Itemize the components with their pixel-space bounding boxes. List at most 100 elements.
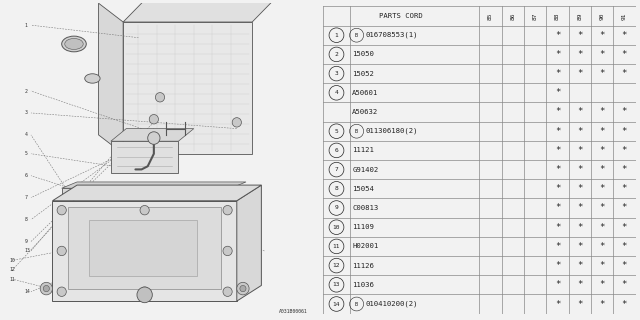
Text: 7: 7 <box>25 195 28 200</box>
Text: *: * <box>621 223 627 232</box>
Text: 15050: 15050 <box>352 52 374 57</box>
Text: A031B00061: A031B00061 <box>278 309 307 314</box>
Circle shape <box>140 287 149 296</box>
Text: 6: 6 <box>335 148 339 153</box>
Text: *: * <box>577 165 582 174</box>
Text: 9: 9 <box>25 239 28 244</box>
Text: *: * <box>600 184 605 193</box>
Text: *: * <box>555 261 560 270</box>
Text: *: * <box>621 165 627 174</box>
Text: *: * <box>600 223 605 232</box>
Text: *: * <box>621 242 627 251</box>
Text: *: * <box>555 204 560 212</box>
Text: 11036: 11036 <box>352 282 374 288</box>
Text: *: * <box>555 223 560 232</box>
Text: 10: 10 <box>333 225 340 230</box>
Text: 11109: 11109 <box>352 224 374 230</box>
Text: 11126: 11126 <box>352 263 374 268</box>
Text: 5: 5 <box>25 151 28 156</box>
Text: 11121: 11121 <box>352 148 374 153</box>
Text: *: * <box>577 242 582 251</box>
Text: 3: 3 <box>25 110 28 116</box>
Text: *: * <box>600 108 605 116</box>
Text: *: * <box>555 88 560 97</box>
Text: *: * <box>621 184 627 193</box>
Text: *: * <box>621 146 627 155</box>
Bar <box>68 207 221 289</box>
Text: A50632: A50632 <box>352 109 378 115</box>
Text: *: * <box>555 31 560 40</box>
Text: *: * <box>577 50 582 59</box>
Text: *: * <box>600 165 605 174</box>
Polygon shape <box>52 185 261 201</box>
Text: *: * <box>621 50 627 59</box>
Text: *: * <box>621 261 627 270</box>
Text: A50601: A50601 <box>352 90 378 96</box>
Text: 15052: 15052 <box>352 71 374 76</box>
Circle shape <box>223 287 232 296</box>
Text: 11: 11 <box>333 244 340 249</box>
Text: *: * <box>577 184 582 193</box>
Text: 10: 10 <box>10 258 15 263</box>
Text: 1: 1 <box>25 23 28 28</box>
Text: 91: 91 <box>622 12 627 20</box>
Circle shape <box>149 115 159 124</box>
Bar <box>123 22 252 154</box>
Text: 9: 9 <box>335 205 339 211</box>
Text: *: * <box>600 242 605 251</box>
Text: B: B <box>355 129 358 134</box>
Text: 8: 8 <box>335 186 339 191</box>
Text: 016708553(1): 016708553(1) <box>365 32 418 38</box>
Text: 13: 13 <box>333 282 340 287</box>
Text: H02001: H02001 <box>352 244 378 249</box>
Text: *: * <box>577 261 582 270</box>
Polygon shape <box>99 3 123 154</box>
Text: 87: 87 <box>532 12 538 20</box>
Bar <box>90 220 197 276</box>
Circle shape <box>57 246 67 256</box>
Text: *: * <box>621 300 627 308</box>
Text: B: B <box>355 301 358 307</box>
Text: *: * <box>555 300 560 308</box>
Text: *: * <box>555 184 560 193</box>
Text: *: * <box>577 223 582 232</box>
Text: *: * <box>621 108 627 116</box>
Text: *: * <box>600 204 605 212</box>
Polygon shape <box>123 0 276 22</box>
Circle shape <box>148 132 160 144</box>
Text: *: * <box>555 146 560 155</box>
Text: *: * <box>577 108 582 116</box>
Text: 4: 4 <box>25 132 28 137</box>
Bar <box>61 188 230 198</box>
Text: *: * <box>621 31 627 40</box>
Polygon shape <box>61 182 246 188</box>
Circle shape <box>57 287 67 296</box>
Circle shape <box>44 285 49 292</box>
Text: 90: 90 <box>600 12 605 20</box>
Circle shape <box>137 287 152 303</box>
Text: *: * <box>621 280 627 289</box>
Polygon shape <box>111 129 194 141</box>
Text: *: * <box>577 31 582 40</box>
Text: *: * <box>555 108 560 116</box>
Text: *: * <box>600 31 605 40</box>
Text: 89: 89 <box>577 12 582 20</box>
Text: 8: 8 <box>25 217 28 222</box>
Text: *: * <box>577 280 582 289</box>
Text: *: * <box>621 69 627 78</box>
Circle shape <box>237 282 249 295</box>
Circle shape <box>232 118 241 127</box>
Text: 88: 88 <box>555 12 560 20</box>
Bar <box>111 141 179 172</box>
Circle shape <box>240 285 246 292</box>
Circle shape <box>140 205 149 215</box>
Text: *: * <box>555 69 560 78</box>
Text: *: * <box>577 69 582 78</box>
Text: B: B <box>355 33 358 38</box>
Text: 3: 3 <box>335 71 339 76</box>
Text: *: * <box>600 280 605 289</box>
Text: *: * <box>600 69 605 78</box>
Text: *: * <box>621 127 627 136</box>
Text: 15054: 15054 <box>352 186 374 192</box>
Ellipse shape <box>61 36 86 52</box>
